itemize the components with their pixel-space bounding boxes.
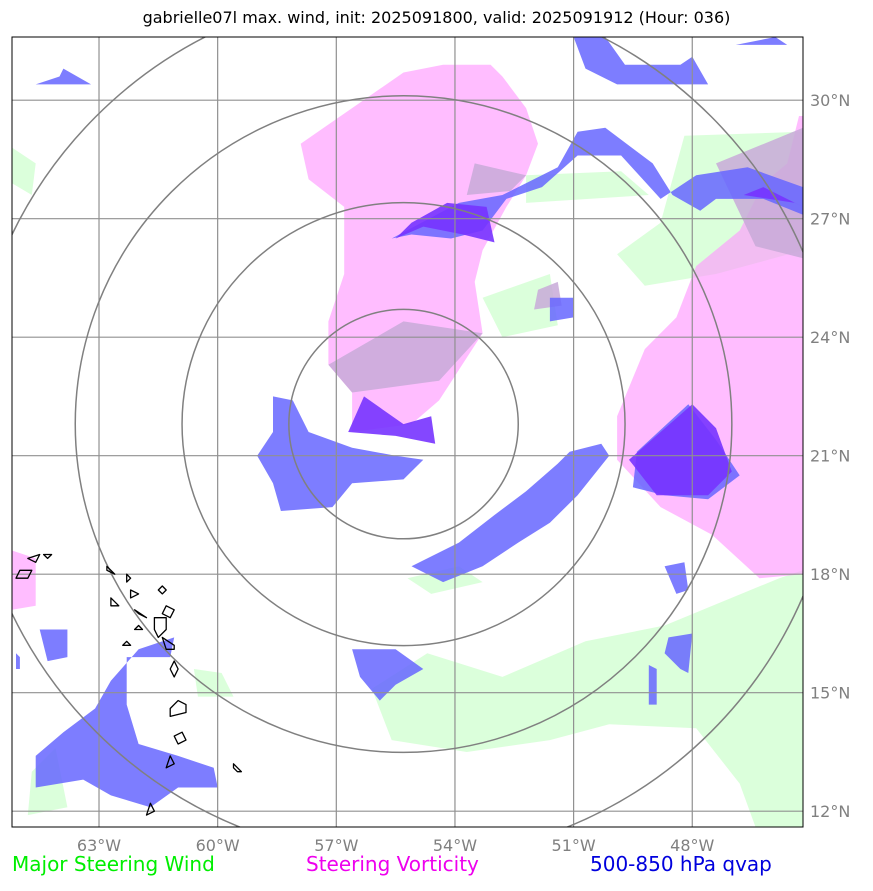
island-outline-7 [165,755,175,769]
coastlines [15,553,243,816]
x-tick-label: 57°W [314,836,358,855]
range-rings [12,37,803,827]
qvap-region-0 [573,37,709,85]
vorticity-region-0 [300,64,538,432]
legend-major-steering-wind: Major Steering Wind [12,852,215,876]
range-ring-2 [74,95,733,754]
qvap-region-9 [664,633,693,673]
wind-region-6 [193,669,234,697]
y-tick-label: 15°N [810,684,850,703]
qvap-region-10 [648,665,657,705]
y-tick-label: 24°N [810,328,850,347]
island-outline-0 [157,585,167,595]
qvap-region-12 [39,629,68,662]
range-ring-0 [288,308,519,540]
qvap-dense-region-2 [348,396,436,444]
qvap-region-2 [35,68,92,85]
island-outline-5 [169,699,187,718]
overlap-region-0 [328,321,483,393]
island-outline-2 [153,617,167,639]
y-tick-label: 30°N [810,91,850,110]
x-tick-label: 48°W [670,836,714,855]
island-outline-3 [161,636,175,650]
island-outline-16 [122,640,132,646]
qvap-region-1 [735,37,788,45]
y-tick-label: 21°N [810,447,850,466]
x-tick-label: 54°W [433,836,477,855]
island-outline-4 [169,660,179,678]
wind-region-0 [526,171,649,203]
qvap-region-5 [257,396,424,511]
island-outline-11 [126,573,132,583]
island-outline-18 [27,553,41,563]
legend-steering-vorticity: Steering Vorticity [306,852,479,876]
island-outline-10 [106,565,116,575]
chart-title: gabrielle07l max. wind, init: 2025091800… [142,8,731,27]
x-tick-label: 63°W [77,836,121,855]
qvap-region-13 [16,653,20,669]
island-outline-12 [129,589,140,599]
qvap-region-11 [352,649,424,701]
wind-region-3 [12,147,36,195]
qvap-dense-region-3 [629,404,732,496]
x-tick-label: 51°W [552,836,596,855]
range-ring-1 [181,201,626,647]
qvap-dense-layer [348,187,803,496]
y-tick-label: 27°N [810,210,850,229]
y-tick-label: 12°N [810,802,850,821]
qvap-region-8 [664,562,689,594]
legend-qvap: 500-850 hPa qvap [590,852,772,876]
x-tick-label: 60°W [196,836,240,855]
island-outline-15 [110,597,120,607]
island-outline-13 [133,609,148,619]
island-outline-17 [15,569,33,579]
qvap-region-4 [549,297,574,322]
island-outline-9 [145,802,156,816]
qvap-region-3 [391,127,803,239]
island-outline-8 [232,763,243,773]
island-outline-1 [161,605,175,619]
tick-labels: 63°W 60°W 57°W 54°W 51°W 48°W 30°N 27°N 24°N 21°N… [77,91,850,855]
qvap-region-6 [411,443,610,583]
wind-region-5 [371,570,803,827]
y-tick-label: 18°N [810,565,850,584]
overlap-region-1 [466,163,527,195]
island-outline-19 [42,553,53,560]
island-outline-14 [133,624,144,631]
qvap-dense-region-1 [743,187,803,207]
island-outline-6 [173,731,187,745]
vorticity-region-2 [12,550,36,610]
plot-frame [11,36,804,828]
